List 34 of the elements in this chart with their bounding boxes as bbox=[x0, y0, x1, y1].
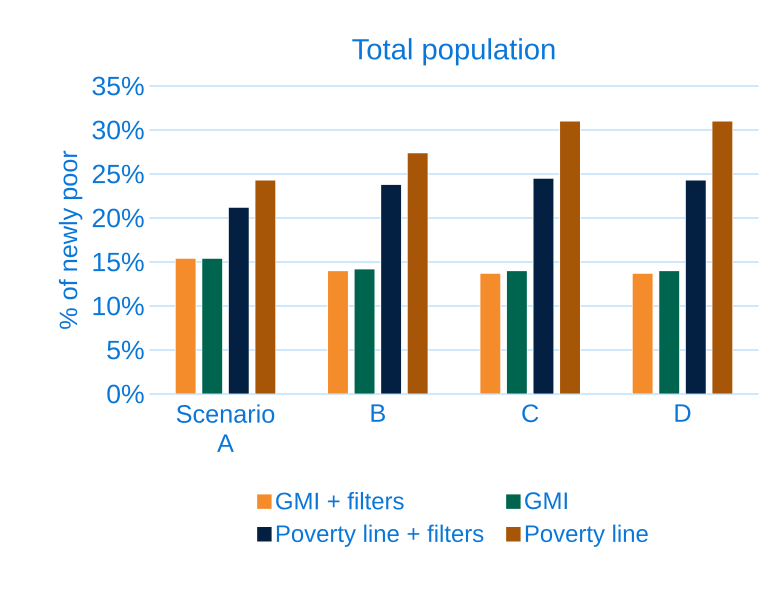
legend-label: GMI bbox=[525, 492, 567, 510]
y-tick-label: 25% bbox=[92, 164, 144, 184]
y-tick-label: 0% bbox=[107, 384, 144, 404]
bar bbox=[559, 120, 581, 394]
chart-title: Total population bbox=[352, 38, 554, 66]
bar bbox=[506, 270, 528, 394]
y-tick-label: 10% bbox=[93, 296, 144, 316]
legend-label: GMI + filters bbox=[276, 492, 404, 510]
bar bbox=[712, 120, 733, 394]
bar bbox=[175, 258, 196, 394]
y-tick-label: 35% bbox=[92, 76, 144, 96]
x-tick-label: B bbox=[371, 404, 385, 422]
y-tick-label: 20% bbox=[92, 208, 144, 228]
bar bbox=[254, 180, 276, 394]
x-tick-label: C bbox=[522, 404, 538, 422]
bar bbox=[685, 180, 706, 394]
bar bbox=[327, 270, 349, 394]
y-tick-label: 5% bbox=[107, 340, 144, 360]
bar bbox=[658, 270, 680, 394]
bar bbox=[407, 152, 428, 394]
bar bbox=[532, 178, 554, 394]
legend-label: Poverty line + filters bbox=[276, 524, 484, 547]
bar bbox=[228, 207, 250, 394]
x-tick-label: D bbox=[675, 404, 690, 422]
x-tick-label: Scenario A bbox=[176, 404, 274, 452]
bar bbox=[354, 268, 376, 394]
legend-label: Poverty line bbox=[526, 524, 648, 547]
bar bbox=[480, 273, 501, 394]
y-axis-title: % of newly poor bbox=[58, 150, 82, 329]
bar bbox=[202, 258, 223, 394]
bar bbox=[632, 273, 654, 394]
y-tick-label: 15% bbox=[93, 252, 144, 272]
y-tick-label: 30% bbox=[92, 120, 144, 140]
bar bbox=[380, 184, 402, 394]
